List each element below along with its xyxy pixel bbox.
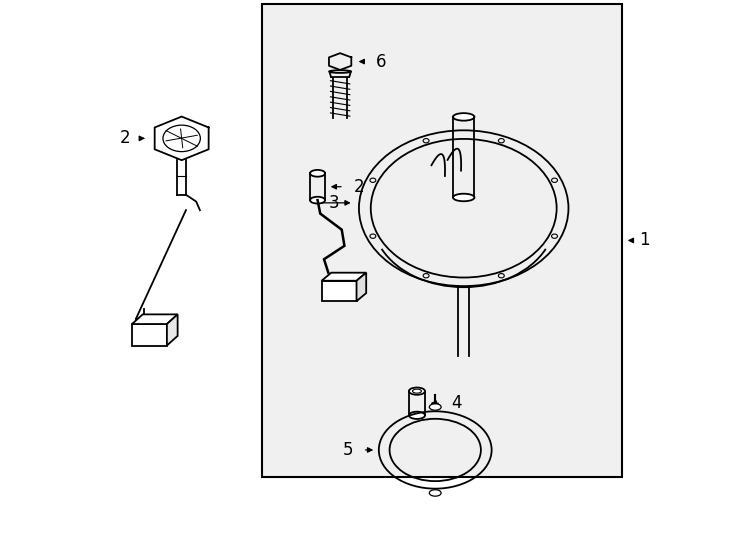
Polygon shape — [167, 314, 178, 346]
Ellipse shape — [310, 170, 325, 177]
Text: 4: 4 — [451, 394, 461, 412]
Text: 2: 2 — [354, 178, 364, 195]
Polygon shape — [132, 314, 178, 324]
Text: 2: 2 — [120, 130, 130, 147]
Bar — [262, 4, 622, 477]
Bar — [132, 324, 167, 346]
Text: 6: 6 — [376, 52, 387, 71]
Text: 5: 5 — [343, 441, 353, 459]
Ellipse shape — [429, 490, 441, 496]
Polygon shape — [357, 273, 366, 301]
Polygon shape — [321, 273, 366, 281]
Bar — [321, 281, 357, 301]
Ellipse shape — [409, 388, 425, 395]
Text: 3: 3 — [328, 194, 339, 212]
Ellipse shape — [310, 197, 325, 204]
Ellipse shape — [409, 411, 425, 419]
Text: 1: 1 — [639, 232, 650, 249]
Ellipse shape — [429, 404, 441, 410]
Ellipse shape — [453, 194, 474, 201]
Ellipse shape — [453, 113, 474, 120]
